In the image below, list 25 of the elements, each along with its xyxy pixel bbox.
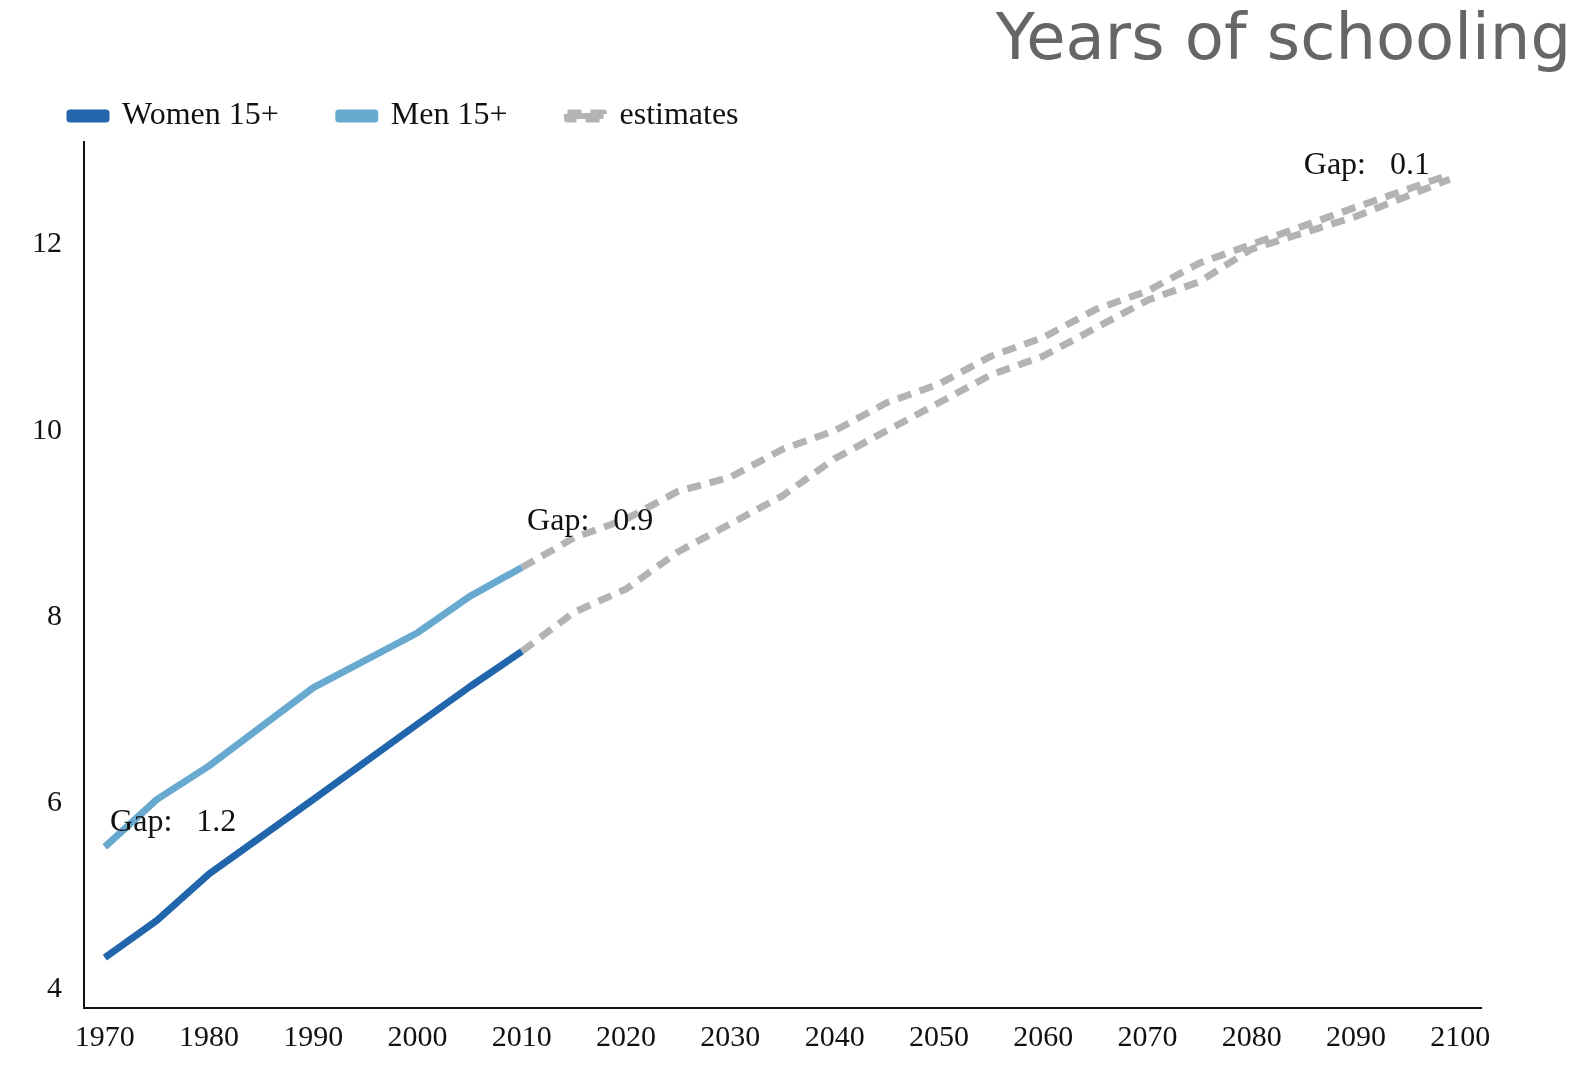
x-tick-label: 2040 bbox=[804, 1018, 865, 1052]
x-tick-label: 2050 bbox=[908, 1018, 969, 1052]
y-tick-label: 10 bbox=[32, 411, 62, 445]
y-tick-label: 4 bbox=[47, 970, 62, 1004]
legend-label: Men 15+ bbox=[390, 95, 508, 132]
x-tick-label: 1990 bbox=[283, 1018, 344, 1052]
x-tick-label: 2090 bbox=[1325, 1018, 1386, 1052]
x-tick-label: 2010 bbox=[491, 1018, 552, 1052]
x-tick-label: 2070 bbox=[1117, 1018, 1178, 1052]
x-tick-label: 2020 bbox=[596, 1018, 657, 1052]
x-tick-label: 2000 bbox=[387, 1018, 448, 1052]
y-tick-label: 12 bbox=[32, 225, 62, 259]
y-tick-label: 8 bbox=[47, 597, 62, 631]
legend-label: Women 15+ bbox=[122, 95, 279, 132]
x-tick-label: 2030 bbox=[700, 1018, 761, 1052]
x-tick-label: 2100 bbox=[1430, 1018, 1491, 1052]
x-tick-label: 1970 bbox=[74, 1018, 135, 1052]
annotation: Gap: 0.1 bbox=[1303, 144, 1430, 181]
x-tick-label: 1980 bbox=[179, 1018, 240, 1052]
chart-title: Years of schooling bbox=[995, 0, 1571, 74]
x-tick-label: 2080 bbox=[1221, 1018, 1282, 1052]
annotation: Gap: 0.9 bbox=[527, 501, 654, 538]
legend-label: estimates bbox=[619, 95, 739, 132]
x-tick-label: 2060 bbox=[1013, 1018, 1074, 1052]
y-tick-label: 6 bbox=[47, 784, 62, 818]
